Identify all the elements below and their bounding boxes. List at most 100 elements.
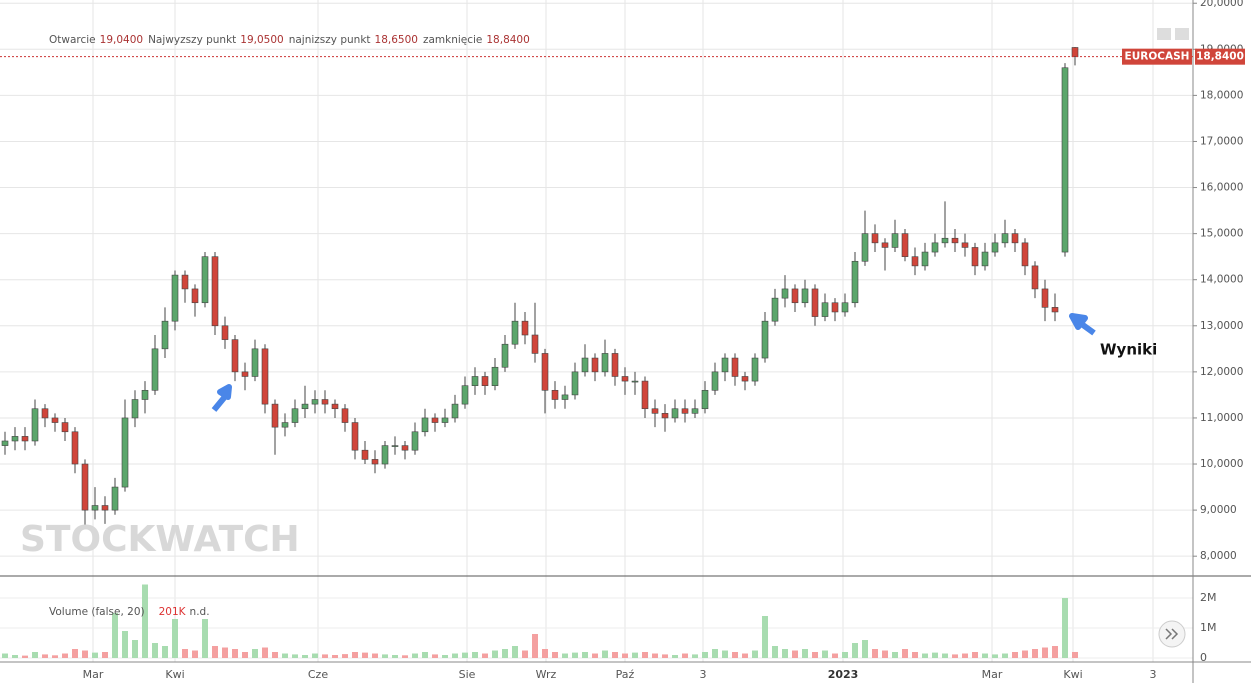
volume-bar [842, 652, 848, 659]
volume-bar [272, 652, 278, 659]
candle-body [401, 445, 409, 451]
volume-bar [382, 654, 388, 659]
candle-body [1041, 288, 1049, 308]
candle-body [151, 348, 159, 391]
y-tick-label: 13,0000 [1200, 320, 1243, 332]
volume-bar [1042, 647, 1048, 659]
candle-body [131, 399, 139, 419]
x-tick-label: Paź [616, 668, 635, 681]
volume-bar [182, 649, 188, 659]
volume-bar [802, 649, 808, 659]
volume-bar [972, 652, 978, 659]
volume-bar [492, 650, 498, 659]
candle-body [41, 408, 49, 419]
price-badge [1195, 48, 1245, 65]
candle-body [471, 376, 479, 386]
volume-bar [332, 655, 338, 659]
y-tick-label: 20,0000 [1200, 0, 1243, 9]
volume-bar [922, 653, 928, 659]
candle-body [711, 371, 719, 391]
volume-bar [892, 652, 898, 659]
volume-bar [262, 647, 268, 659]
watermark: STOCKWATCH [20, 519, 300, 560]
candle-body [141, 389, 149, 400]
candle-body [881, 242, 889, 248]
volume-bar [212, 646, 218, 659]
candle-body [191, 288, 199, 304]
candle-body [441, 417, 449, 423]
toolbar-icon[interactable] [1157, 28, 1171, 40]
candle-body [491, 366, 499, 386]
candle-body [501, 343, 509, 368]
volume-bar [462, 652, 468, 659]
candle-body [411, 431, 419, 451]
volume-bar [732, 652, 738, 659]
volume-bar [1072, 651, 1078, 659]
candle-body [1001, 233, 1009, 244]
candle-body [601, 353, 609, 373]
volume-bar [662, 654, 668, 659]
candle-body [1061, 67, 1069, 253]
volume-bar [632, 652, 638, 659]
candle-body [621, 376, 629, 382]
x-tick-label: Wrz [536, 668, 557, 681]
candle-body [591, 357, 599, 373]
candle-body [311, 399, 319, 405]
y2-tick-label: 2M [1200, 591, 1217, 604]
candle-body [291, 408, 299, 423]
volume-bar [362, 652, 368, 659]
candle-body [391, 445, 399, 447]
volume-bar [242, 652, 248, 659]
volume-bar [742, 653, 748, 659]
volume-bar [402, 655, 408, 659]
volume-legend: Volume (false, 20) 201K n.d. [49, 606, 210, 618]
volume-bar [752, 650, 758, 659]
x-tick-label: 3 [700, 668, 707, 681]
volume-bar [142, 584, 148, 659]
candle-body [161, 320, 169, 350]
volume-bar [172, 619, 178, 659]
volume-bar [482, 653, 488, 659]
candle-body [841, 302, 849, 313]
volume-bar [22, 655, 28, 659]
x-tick-label: Mar [83, 668, 104, 681]
volume-bar [192, 650, 198, 659]
candle-body [251, 348, 259, 377]
volume-bar [432, 654, 438, 659]
candle-body [661, 413, 669, 419]
ticker-label: EUROCASH [1125, 51, 1190, 63]
volume-bar [622, 653, 628, 659]
volume-bar [122, 631, 128, 659]
volume-bar [472, 652, 478, 659]
volume-bar [902, 649, 908, 659]
volume-bar [962, 653, 968, 659]
volume-bar [572, 652, 578, 659]
candle-body [21, 436, 29, 442]
scroll-button-icon[interactable] [1165, 628, 1179, 640]
volume-legend-extra: n.d. [190, 606, 210, 618]
volume-legend-name: Volume (false, 20) [49, 606, 145, 618]
volume-bar [372, 653, 378, 659]
volume-bar [162, 646, 168, 659]
volume-bar [42, 654, 48, 659]
candle-body [581, 357, 589, 373]
volume-bar [832, 653, 838, 659]
volume-bar [952, 654, 958, 659]
volume-bar [252, 649, 258, 659]
x-tick-label: Sie [459, 668, 476, 681]
candle-body [831, 302, 839, 313]
candle-body [281, 422, 289, 428]
ohlc-label: najnizszy punkt [289, 34, 371, 46]
ohlc-header: Otwarcie 19,0400 Najwyzszy punkt 19,0500 naj… [49, 34, 530, 46]
candle-body [211, 256, 219, 327]
candle-body [241, 371, 249, 377]
y-tick-label: 12,0000 [1200, 366, 1243, 378]
toolbar-icon[interactable] [1175, 28, 1189, 40]
volume-bar [152, 643, 158, 659]
scroll-button[interactable] [1158, 620, 1186, 648]
volume-bar [882, 650, 888, 659]
y-tick-label: 9,0000 [1200, 504, 1237, 516]
volume-bar [422, 652, 428, 659]
volume-bar [772, 646, 778, 659]
candle-body [101, 505, 109, 511]
